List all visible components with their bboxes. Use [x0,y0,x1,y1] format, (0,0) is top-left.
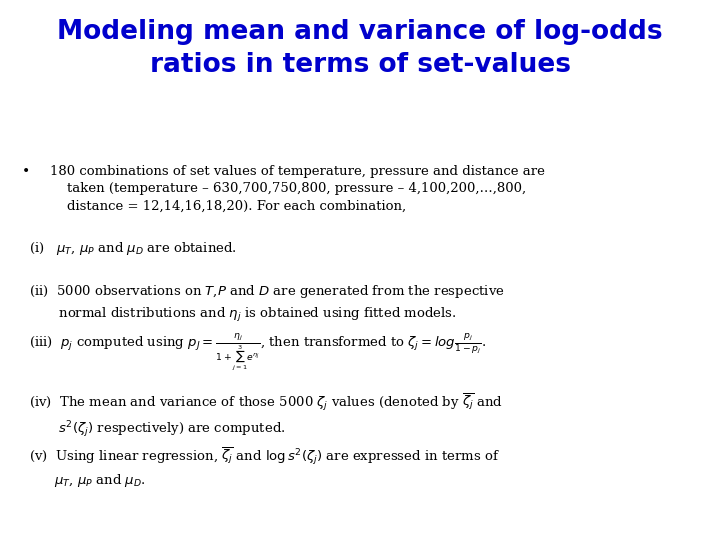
Text: (iv)  The mean and variance of those 5000 $\zeta_j$ values (denoted by $\overlin: (iv) The mean and variance of those 5000… [29,392,503,440]
Text: Modeling mean and variance of log-odds
ratios in terms of set-values: Modeling mean and variance of log-odds r… [57,19,663,78]
Text: (v)  Using linear regression, $\overline{\zeta_j}$ and $\log s^2(\zeta_j)$ are e: (v) Using linear regression, $\overline{… [29,446,500,489]
Text: •: • [22,165,30,179]
Text: (i)   $\mu_T$, $\mu_P$ and $\mu_D$ are obtained.: (i) $\mu_T$, $\mu_P$ and $\mu_D$ are obt… [29,240,237,257]
Text: (ii)  5000 observations on $T$,$P$ and $D$ are generated from the respective
   : (ii) 5000 observations on $T$,$P$ and $D… [29,284,505,324]
Text: (iii)  $p_j$ computed using $p_J = \frac{\eta_j}{1+\sum_{j=1}^{3}e^{\eta_j}}$, t: (iii) $p_j$ computed using $p_J = \frac{… [29,332,486,374]
Text: 180 combinations of set values of temperature, pressure and distance are
    tak: 180 combinations of set values of temper… [50,165,545,213]
